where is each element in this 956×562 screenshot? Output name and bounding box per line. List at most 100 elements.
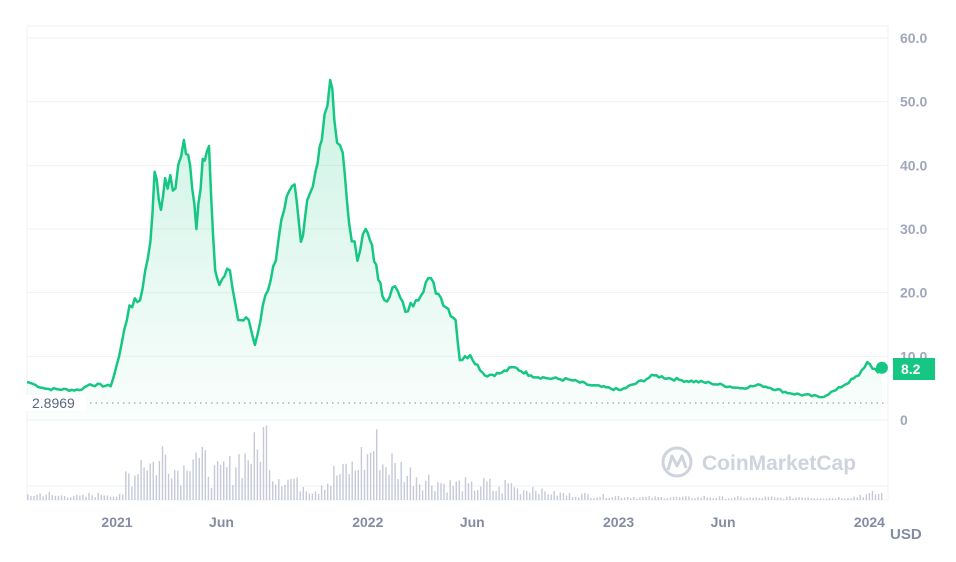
volume-bar xyxy=(868,493,871,500)
volume-bar xyxy=(403,482,405,500)
volume-bar xyxy=(724,499,727,500)
volume-bar xyxy=(452,485,454,500)
volume-bar xyxy=(694,498,696,500)
volume-bar xyxy=(822,498,825,500)
volume-bar xyxy=(470,481,473,500)
volume-bar xyxy=(526,491,528,500)
volume-bar xyxy=(149,463,151,500)
volume-bar xyxy=(602,493,604,500)
volume-bar xyxy=(180,485,182,500)
volume-bar xyxy=(314,491,317,500)
y-axis: 010.020.030.040.050.060.0 xyxy=(900,30,927,428)
volume-bar xyxy=(195,452,197,500)
volume-bar xyxy=(679,497,681,500)
volume-bar xyxy=(838,496,840,500)
volume-bar xyxy=(795,497,797,500)
volume-bar xyxy=(737,496,739,500)
volume-bar xyxy=(51,494,53,500)
volume-bar xyxy=(770,496,773,500)
volume-bar xyxy=(881,493,883,500)
volume-bar xyxy=(712,498,714,500)
volume-bar xyxy=(492,490,494,500)
volume-bar xyxy=(446,492,448,500)
volume-bar xyxy=(780,497,782,500)
volume-bar xyxy=(418,484,421,500)
volume-bar xyxy=(786,496,788,500)
volume-bar xyxy=(449,480,451,500)
volume-bar xyxy=(844,498,846,500)
y-tick-label: 20.0 xyxy=(900,285,927,301)
volume-bar xyxy=(669,497,672,500)
volume-bar xyxy=(617,496,620,500)
volume-bar xyxy=(155,475,158,500)
volume-bar xyxy=(461,491,464,500)
volume-bar xyxy=(330,485,332,500)
volume-bar xyxy=(201,446,203,500)
volume-bar xyxy=(740,496,742,500)
volume-bar xyxy=(841,498,843,500)
volume-bar xyxy=(265,425,268,500)
volume-bar xyxy=(57,495,60,500)
y-tick-label: 0 xyxy=(900,412,908,428)
volume-bar xyxy=(709,497,711,500)
volume-bar xyxy=(299,491,301,500)
volume-bar xyxy=(256,449,259,500)
min-label-bg xyxy=(26,395,86,411)
volume-bar xyxy=(434,491,436,500)
volume-bar xyxy=(272,481,274,500)
volume-bar xyxy=(651,498,653,500)
y-tick-label: 50.0 xyxy=(900,94,927,110)
volume-bar xyxy=(296,477,298,500)
watermark-text: CoinMarketCap xyxy=(702,452,856,475)
volume-bar xyxy=(498,486,500,500)
volume-bar xyxy=(226,467,228,500)
volume-bar xyxy=(792,498,794,500)
volume-bar xyxy=(660,496,662,500)
volume-bar xyxy=(440,483,442,500)
plot-border xyxy=(26,25,889,501)
y-tick-label: 40.0 xyxy=(900,157,927,173)
volume-bar xyxy=(636,498,638,500)
volume-bar xyxy=(363,469,366,500)
volume-bar xyxy=(100,494,102,500)
volume-bar xyxy=(464,477,467,500)
volume-bar xyxy=(519,494,522,500)
volume-bar xyxy=(489,478,491,500)
volume-bar xyxy=(235,467,237,500)
volume-bar xyxy=(247,460,249,500)
current-price-label: 8.2 xyxy=(901,361,921,377)
volume-bar xyxy=(174,469,176,500)
volume-bar xyxy=(143,467,145,500)
volume-bar xyxy=(532,487,534,500)
volume-bar xyxy=(345,463,347,500)
volume-bar xyxy=(642,496,644,500)
volume-bar xyxy=(223,461,225,500)
volume-bar xyxy=(192,459,194,500)
volume-bar xyxy=(593,498,595,500)
volume-bar xyxy=(336,475,338,500)
volume-bar xyxy=(219,465,222,500)
volume-bar xyxy=(48,491,50,500)
volume-bar xyxy=(400,462,402,500)
volume-bar xyxy=(244,453,246,500)
volume-bar xyxy=(697,497,699,500)
volume-bar xyxy=(366,454,369,500)
volume-bar xyxy=(73,496,75,500)
volume-bar xyxy=(82,494,84,500)
volume-bar xyxy=(627,497,629,500)
volume-bar xyxy=(85,496,87,500)
volume-bar xyxy=(746,497,748,500)
volume-bar xyxy=(425,480,427,500)
volume-bar xyxy=(473,490,476,500)
volume-bar xyxy=(324,489,326,500)
volume-bar xyxy=(305,491,307,500)
volume-bar xyxy=(317,494,320,500)
volume-bar xyxy=(66,497,69,500)
volume-bar xyxy=(109,496,112,500)
volume-bar xyxy=(415,477,418,500)
volume-bar xyxy=(210,487,213,500)
volume-bar xyxy=(504,479,506,500)
volume-bar xyxy=(388,474,390,500)
volume-bar xyxy=(611,497,614,500)
volume-bar xyxy=(682,496,684,500)
